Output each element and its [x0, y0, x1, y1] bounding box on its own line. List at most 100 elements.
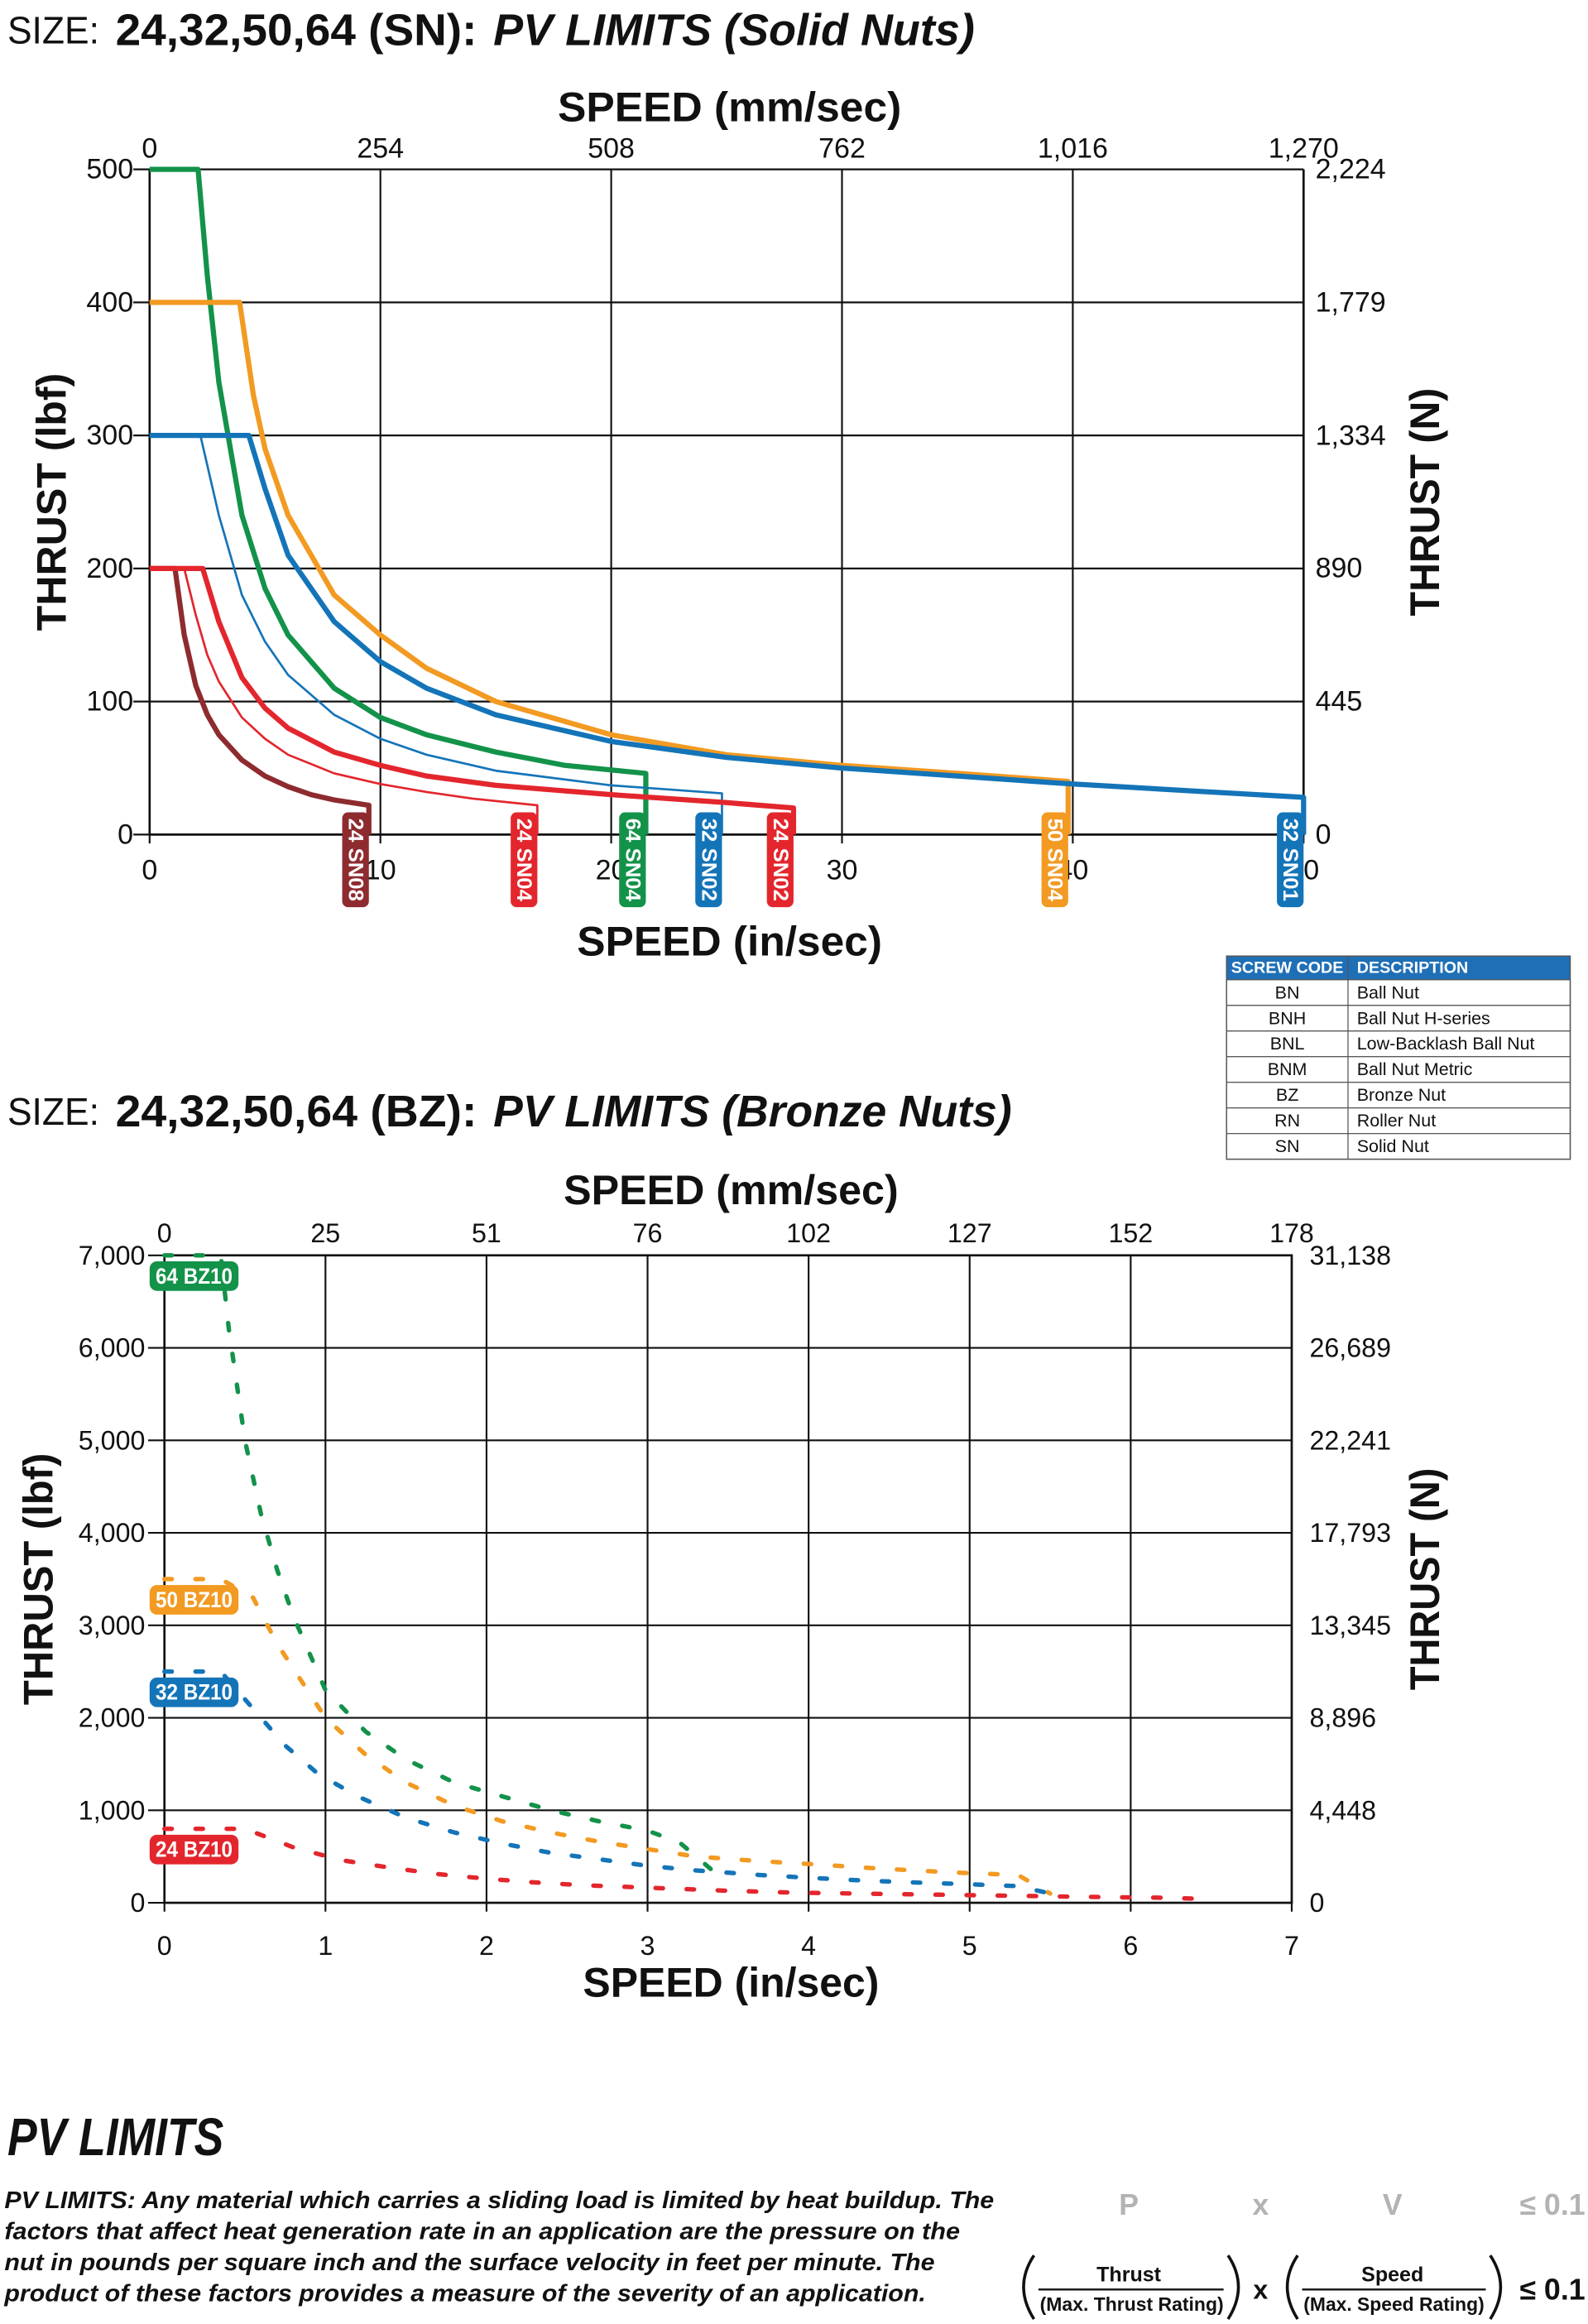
- x-tick-label: 6: [1123, 1931, 1138, 1961]
- x2-axis-title: SPEED (mm/sec): [558, 84, 901, 130]
- series-line: [149, 166, 649, 835]
- y2-axis-title: THRUST (N): [1402, 1468, 1448, 1691]
- series-line: [162, 1826, 1214, 1902]
- formula-term: P: [1119, 2188, 1139, 2221]
- table-row: [1226, 979, 1571, 1006]
- x-axis-title: SPEED (in/sec): [583, 1960, 879, 2006]
- table-cell: BNM: [1268, 1059, 1307, 1079]
- series-tag-box: [149, 1677, 239, 1707]
- y-tick-label: 5,000: [79, 1425, 146, 1455]
- series-line: [149, 434, 723, 835]
- y-axis-title: THRUST (lbf): [16, 1453, 62, 1705]
- x2-tick-label: 102: [786, 1218, 831, 1248]
- chart: SIZE: 24,32,50,64 (BZ): PV LIMITS (Bronze …: [7, 1087, 1448, 2006]
- y-tick-label: 100: [86, 686, 133, 718]
- x-tick-label: 5: [962, 1931, 977, 1961]
- body-line: product of these factors provides a meas…: [3, 2281, 926, 2307]
- series-label: 24 SN04: [512, 819, 535, 901]
- table-header: DESCRIPTION: [1357, 958, 1469, 977]
- table-cell: BNL: [1270, 1034, 1305, 1054]
- y2-tick-label: 1,779: [1316, 286, 1386, 318]
- table-cell: BN: [1275, 982, 1300, 1002]
- x2-tick-label: 152: [1108, 1218, 1153, 1248]
- x-tick-label: 7: [1284, 1931, 1299, 1961]
- paren: [1022, 2254, 1036, 2321]
- chart: SIZE: 24,32,50,64 (SN): PV LIMITS (Solid N…: [7, 5, 1448, 964]
- y-tick-label: 300: [86, 420, 133, 451]
- x-tick-label: 2: [479, 1931, 494, 1961]
- table-cell: Ball Nut: [1357, 982, 1419, 1002]
- formula-term: ≤ 0.1: [1519, 2188, 1585, 2221]
- table-cell: BZ: [1276, 1085, 1298, 1105]
- body-line: nut in pounds per square inch and the su…: [4, 2250, 934, 2276]
- x2-axis-title: SPEED (mm/sec): [564, 1167, 899, 1213]
- series-line: [149, 565, 797, 835]
- series-tag-box: [695, 812, 722, 908]
- y-tick-label: 2,000: [79, 1703, 146, 1733]
- y2-tick-label: 31,138: [1309, 1241, 1391, 1270]
- x2-tick-label: 76: [633, 1218, 663, 1248]
- y-tick-label: 0: [131, 1888, 146, 1918]
- y-tick-label: 3,000: [79, 1611, 146, 1640]
- formula-decor: [1022, 2254, 1503, 2321]
- plot-frame: [148, 169, 1305, 836]
- series-label: 24 SN02: [769, 819, 792, 901]
- formula-term: x: [1253, 2274, 1268, 2304]
- formula-term: x: [1252, 2188, 1269, 2221]
- table-cell: Bronze Nut: [1357, 1085, 1446, 1105]
- y-tick-label: 200: [86, 553, 133, 584]
- x-tick-label: 0: [157, 1931, 172, 1961]
- paren: [1285, 2254, 1299, 2321]
- x2-tick-label: 1,016: [1038, 133, 1108, 165]
- series-line: [149, 300, 1071, 835]
- y-axis-title: THRUST (lbf): [29, 373, 75, 631]
- series-tag-box: [1041, 812, 1068, 908]
- y2-tick-label: 0: [1316, 819, 1331, 850]
- x2-tick-label: 508: [588, 133, 635, 165]
- series-line: [162, 1577, 1053, 1896]
- body-line: factors that affect heat generation rate…: [4, 2218, 960, 2245]
- x2-tick-label: 0: [142, 133, 157, 165]
- y2-tick-label: 0: [1309, 1888, 1324, 1918]
- formula-term: (Max. Speed Rating): [1303, 2293, 1484, 2315]
- title-prefix: SIZE:: [7, 1090, 99, 1133]
- series-tag: 64 SN04: [619, 812, 646, 908]
- x2-tick-label: 0: [157, 1218, 172, 1248]
- table-cell: Ball Nut Metric: [1357, 1059, 1473, 1079]
- y2-axis-title: THRUST (N): [1402, 388, 1448, 617]
- title-size: 24,32,50,64 (SN):: [116, 5, 477, 55]
- x2-tick-label: 25: [310, 1218, 340, 1248]
- x-tick-label: 1: [318, 1931, 333, 1961]
- y2-tick-label: 8,896: [1309, 1703, 1376, 1733]
- paren: [1226, 2254, 1240, 2321]
- x2-tick-label: 762: [818, 133, 866, 165]
- series-tag: 24 SN04: [511, 812, 538, 908]
- series-label: 32 SN01: [1279, 819, 1302, 901]
- chart-title: PV LIMITS (Solid Nuts): [493, 5, 975, 55]
- series-line: [162, 1253, 722, 1880]
- series-label: 32 SN02: [697, 819, 720, 901]
- y2-tick-label: 22,241: [1309, 1425, 1391, 1455]
- y2-tick-label: 13,345: [1309, 1611, 1391, 1640]
- series-tag: 24 SN02: [766, 812, 794, 908]
- series-label: 64 BZ10: [156, 1264, 233, 1289]
- y-tick-label: 500: [86, 154, 133, 185]
- x-tick-label: 10: [365, 854, 396, 886]
- table-frame: [1226, 955, 1571, 1160]
- series-tag-box: [149, 1585, 239, 1615]
- y-tick-label: 7,000: [79, 1241, 146, 1270]
- series-tag: 24 SN08: [342, 812, 369, 908]
- formula-term: Speed: [1361, 2263, 1423, 2286]
- y-tick-label: 400: [86, 286, 133, 318]
- series-tag-box: [149, 1260, 239, 1291]
- chart-title: PV LIMITS (Bronze Nuts): [493, 1087, 1012, 1136]
- y-tick-label: 1,000: [79, 1795, 146, 1825]
- series-label: 50 BZ10: [156, 1587, 233, 1612]
- x2-tick-label: 127: [948, 1218, 992, 1248]
- table-header: SCREW CODE: [1231, 958, 1344, 977]
- x-tick-label: 30: [827, 854, 858, 886]
- series-tag-box: [619, 812, 646, 908]
